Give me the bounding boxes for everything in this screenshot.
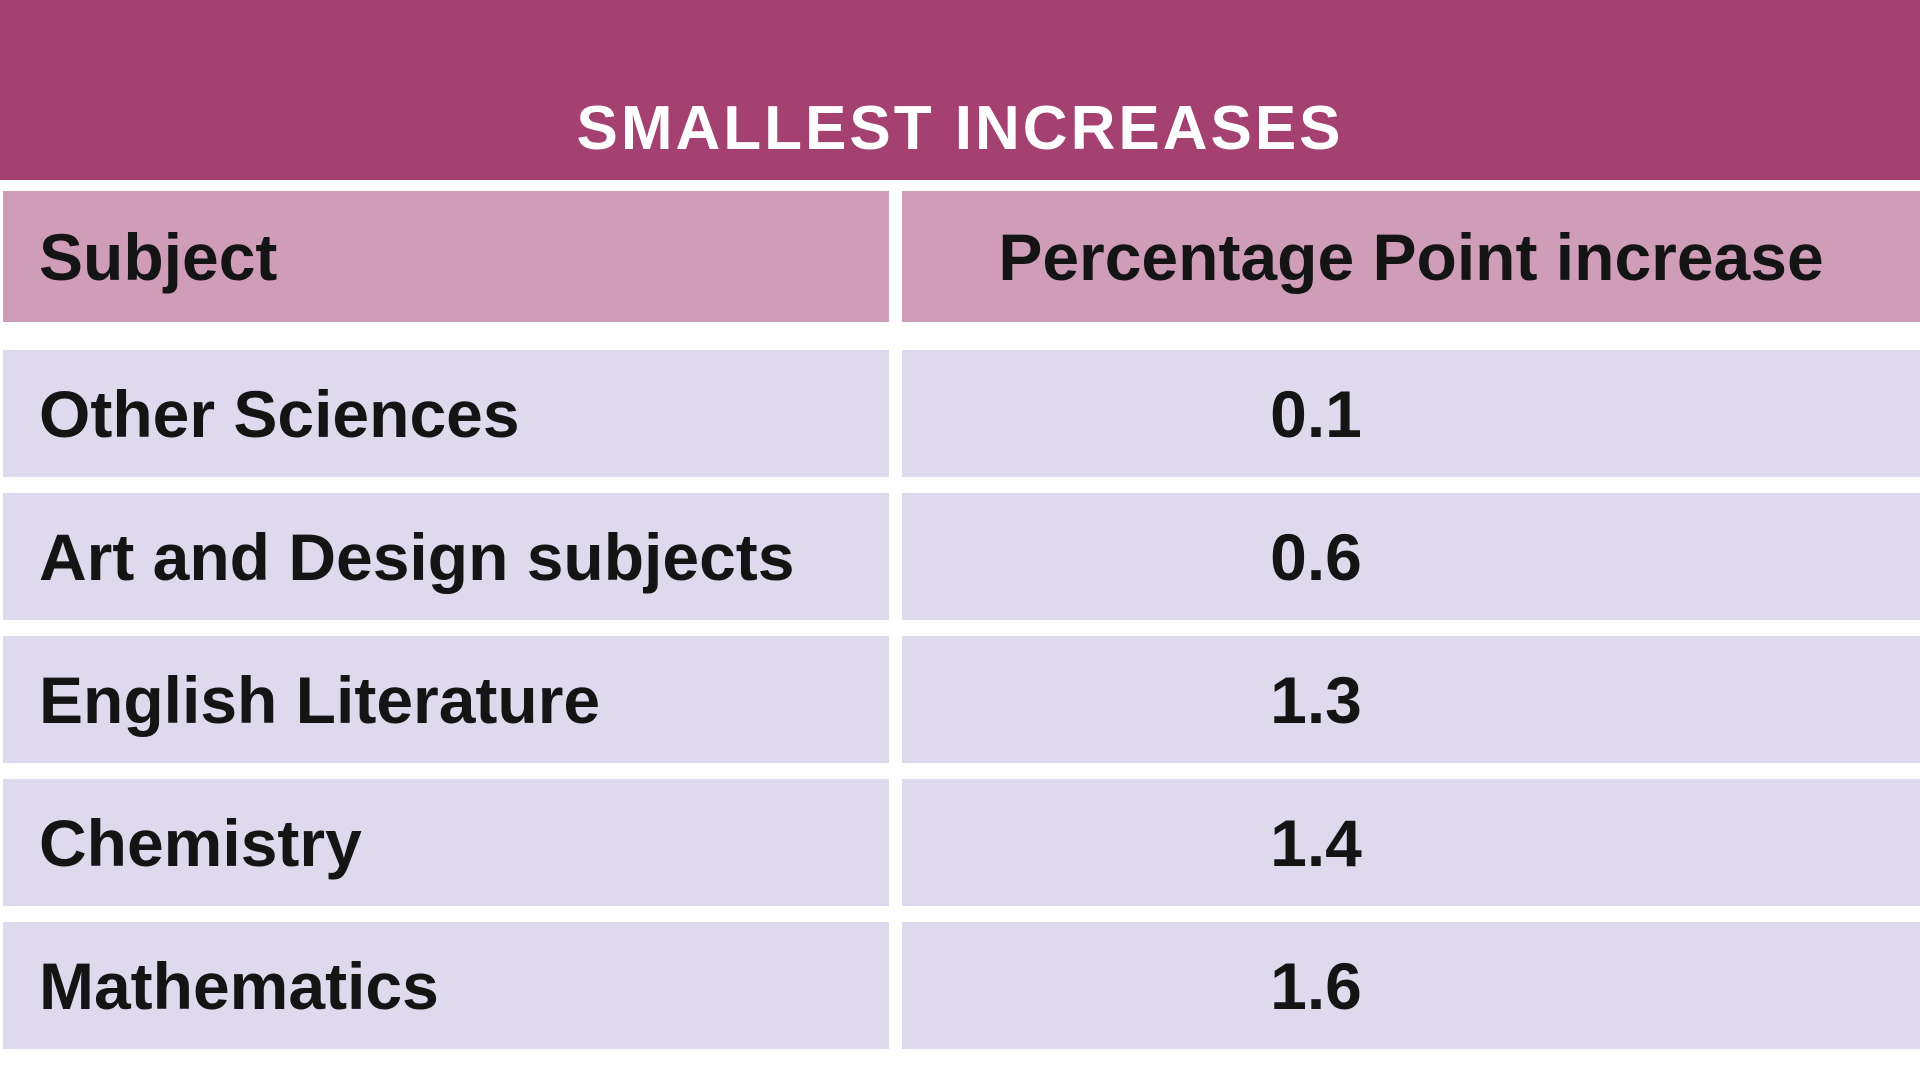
value-cell: 1.4 bbox=[902, 779, 1920, 906]
subject-cell: Chemistry bbox=[3, 779, 889, 906]
value-cell: 0.6 bbox=[902, 493, 1920, 620]
subject-cell: Mathematics bbox=[3, 922, 889, 1049]
subject-cell: Other Sciences bbox=[3, 350, 889, 477]
table-body: Other Sciences 0.1 Art and Design subjects… bbox=[0, 350, 1920, 1049]
column-header-subject: Subject bbox=[3, 191, 889, 322]
table-row: Art and Design subjects 0.6 bbox=[3, 493, 1920, 620]
value-cell: 1.3 bbox=[902, 636, 1920, 763]
table-row: English Literature 1.3 bbox=[3, 636, 1920, 763]
table-row: Mathematics 1.6 bbox=[3, 922, 1920, 1049]
table-header-row: Subject Percentage Point increase bbox=[3, 191, 1920, 322]
subject-cell: English Literature bbox=[3, 636, 889, 763]
table-row: Other Sciences 0.1 bbox=[3, 350, 1920, 477]
value-cell: 0.1 bbox=[902, 350, 1920, 477]
table-row: Chemistry 1.4 bbox=[3, 779, 1920, 906]
page-title: SMALLEST INCREASES bbox=[576, 94, 1344, 163]
value-cell: 1.6 bbox=[902, 922, 1920, 1049]
title-band: SMALLEST INCREASES bbox=[0, 0, 1920, 180]
column-header-percentage-point-increase: Percentage Point increase bbox=[902, 191, 1920, 322]
subject-cell: Art and Design subjects bbox=[3, 493, 889, 620]
